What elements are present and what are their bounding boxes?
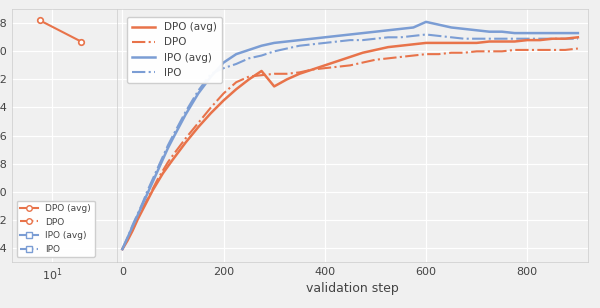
X-axis label: validation step: validation step <box>306 282 399 295</box>
Legend: DPO (avg), DPO, IPO (avg), IPO: DPO (avg), DPO, IPO (avg), IPO <box>17 201 95 257</box>
Legend: DPO (avg), DPO, IPO (avg), IPO: DPO (avg), DPO, IPO (avg), IPO <box>127 17 222 83</box>
